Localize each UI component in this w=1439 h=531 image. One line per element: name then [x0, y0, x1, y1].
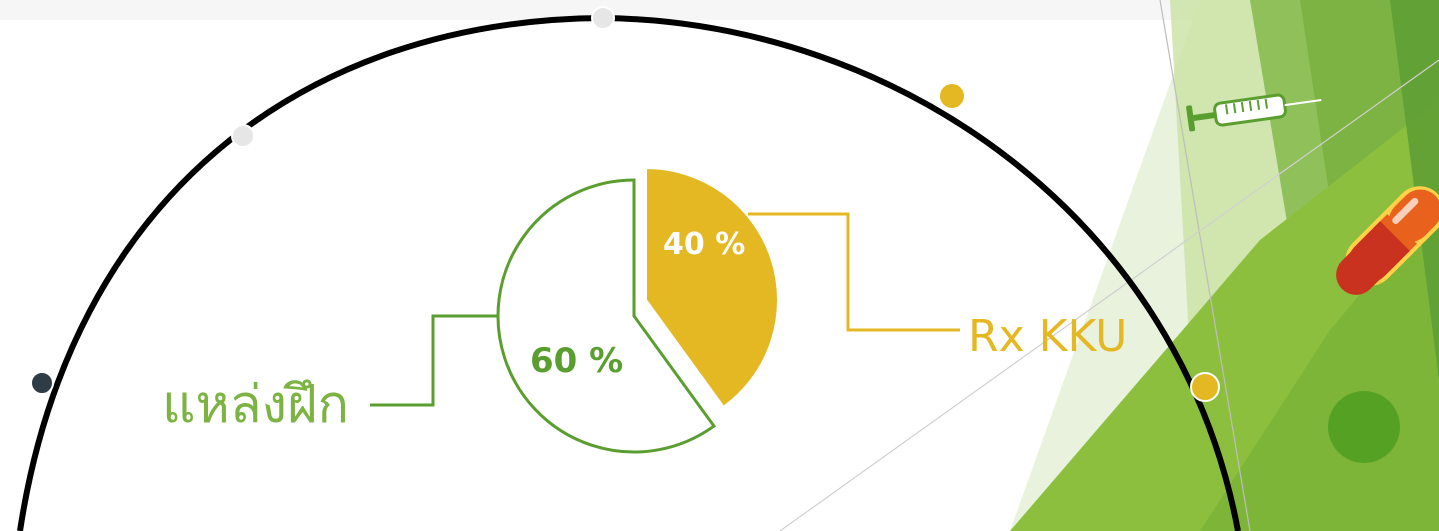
- arc-dot-upper-right: [938, 82, 966, 110]
- arc-dot-right: [1190, 372, 1220, 402]
- category-label-training-site: แหล่งฝึก: [162, 375, 349, 435]
- top-band: [0, 0, 1439, 20]
- leader-line-gold: [748, 212, 960, 332]
- data-label-40: 40 %: [663, 227, 745, 262]
- arc-dot-top: [591, 6, 615, 30]
- data-label-60: 60 %: [530, 341, 623, 381]
- pie-slice-rx-kku: [645, 166, 779, 409]
- pie-slice-training-site: [496, 178, 717, 454]
- capsule-icon: [1336, 186, 1439, 295]
- arc-dot-left: [30, 371, 54, 395]
- syringe-icon: [1186, 93, 1322, 132]
- green-circle-icon: [1328, 391, 1400, 463]
- arc-dot-upper-left: [231, 124, 255, 148]
- category-label-rx-kku: Rx KKU: [968, 311, 1127, 362]
- leader-line-green: [370, 314, 498, 407]
- pie-chart: [496, 166, 779, 454]
